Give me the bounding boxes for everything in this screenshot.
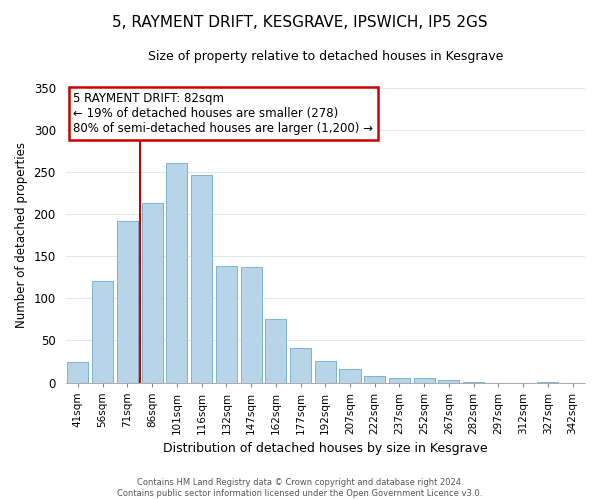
Title: Size of property relative to detached houses in Kesgrave: Size of property relative to detached ho… (148, 50, 503, 63)
Bar (364, 376, 385, 382)
Bar (439, 380, 460, 382)
Bar (265, 320, 286, 382)
Bar (216, 266, 237, 382)
Bar (92, 282, 113, 382)
X-axis label: Distribution of detached houses by size in Kesgrave: Distribution of detached houses by size … (163, 442, 488, 455)
Bar (315, 362, 336, 382)
Bar (67, 362, 88, 382)
Text: 5 RAYMENT DRIFT: 82sqm
← 19% of detached houses are smaller (278)
80% of semi-de: 5 RAYMENT DRIFT: 82sqm ← 19% of detached… (73, 92, 373, 135)
Bar (142, 203, 163, 382)
Bar (117, 221, 138, 382)
Bar (241, 267, 262, 382)
Bar (340, 369, 361, 382)
Bar (290, 348, 311, 382)
Bar (191, 174, 212, 382)
Bar (413, 378, 435, 382)
Bar (166, 162, 187, 382)
Text: 5, RAYMENT DRIFT, KESGRAVE, IPSWICH, IP5 2GS: 5, RAYMENT DRIFT, KESGRAVE, IPSWICH, IP5… (112, 15, 488, 30)
Bar (389, 378, 410, 382)
Y-axis label: Number of detached properties: Number of detached properties (15, 142, 28, 328)
Text: Contains HM Land Registry data © Crown copyright and database right 2024.
Contai: Contains HM Land Registry data © Crown c… (118, 478, 482, 498)
